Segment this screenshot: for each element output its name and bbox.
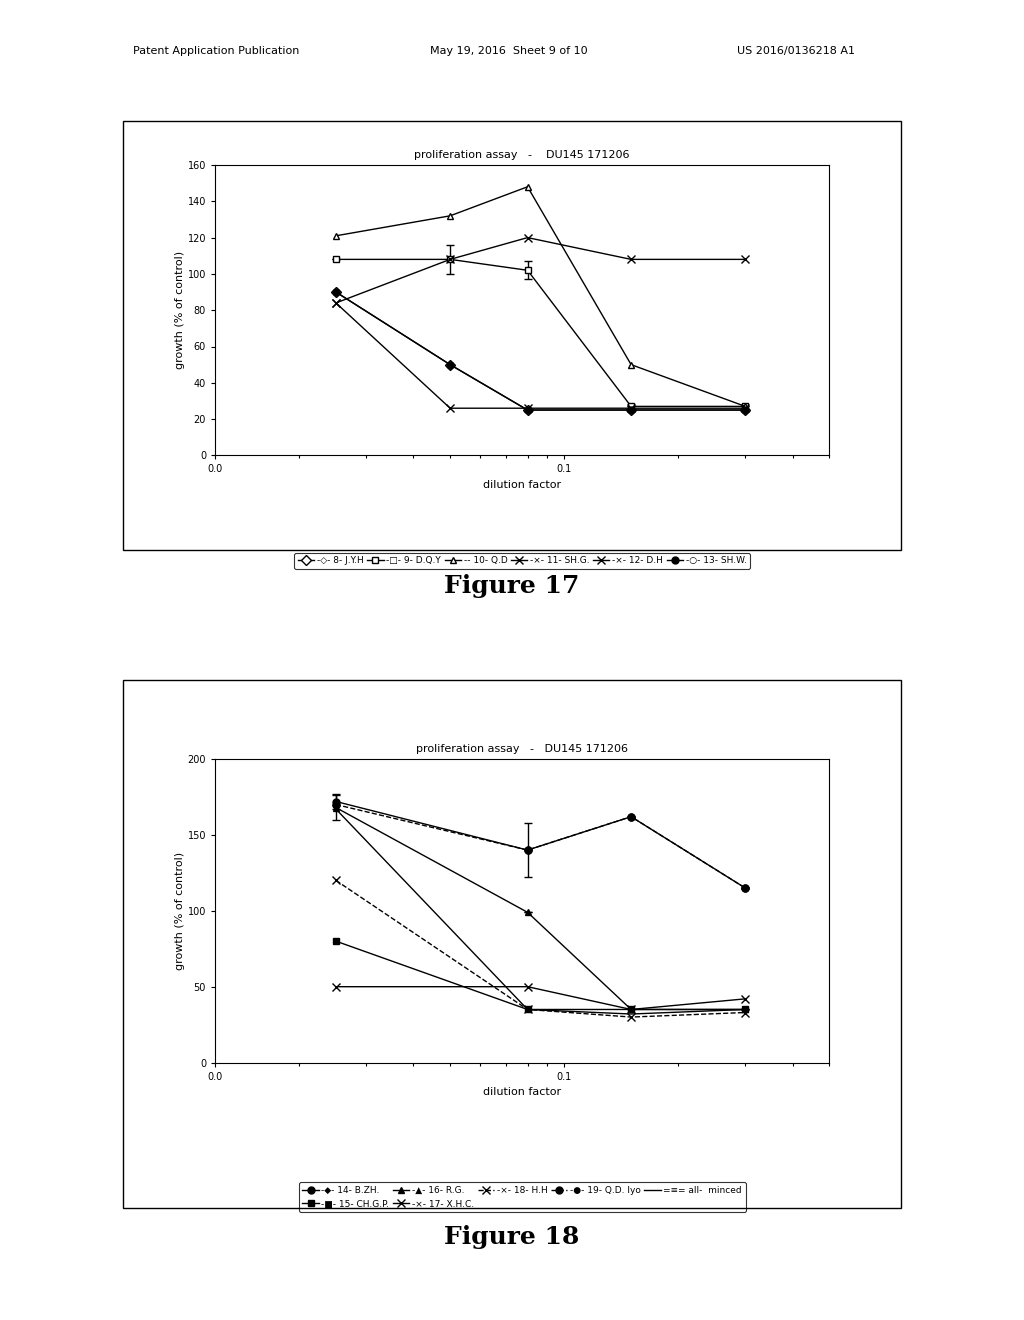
Text: May 19, 2016  Sheet 9 of 10: May 19, 2016 Sheet 9 of 10 xyxy=(430,46,588,57)
Legend: -◇- 8- J.Y.H, -□- 9- D.Q.Y, -- 10- Q.D, -×- 11- SH.G., -×- 12- D.H, -○- 13- SH.W: -◇- 8- J.Y.H, -□- 9- D.Q.Y, -- 10- Q.D, … xyxy=(295,553,750,569)
X-axis label: dilution factor: dilution factor xyxy=(483,1088,561,1097)
Text: US 2016/0136218 A1: US 2016/0136218 A1 xyxy=(737,46,855,57)
Text: Figure 18: Figure 18 xyxy=(444,1225,580,1249)
Y-axis label: growth (% of control): growth (% of control) xyxy=(175,851,184,970)
X-axis label: dilution factor: dilution factor xyxy=(483,480,561,490)
Legend: -◆- 14- B.ZH., -■- 15- CH.G.P., -▲- 16- R.G., -×- 17- X.H.C., -×- 18- H.H, -●- 1: -◆- 14- B.ZH., -■- 15- CH.G.P., -▲- 16- … xyxy=(299,1183,745,1212)
Title: proliferation assay   -   DU145 171206: proliferation assay - DU145 171206 xyxy=(416,744,629,754)
Text: Figure 17: Figure 17 xyxy=(444,574,580,598)
Title: proliferation assay   -    DU145 171206: proliferation assay - DU145 171206 xyxy=(415,150,630,160)
Text: Patent Application Publication: Patent Application Publication xyxy=(133,46,299,57)
Y-axis label: growth (% of control): growth (% of control) xyxy=(175,251,184,370)
